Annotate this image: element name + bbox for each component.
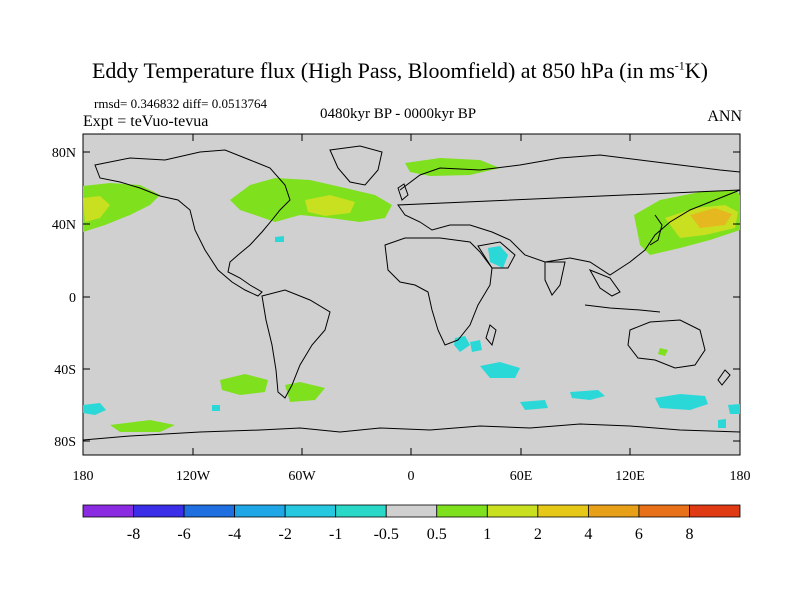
rmsd-stats: rmsd= 0.346832 diff= 0.0513764 (94, 96, 267, 111)
colorbar: -8 -6 -4 -2 -1 -0.5 0.5 1 2 4 6 8 (82, 504, 741, 543)
colorbar-label: 8 (685, 526, 693, 543)
x-tick-label: 120W (176, 469, 211, 484)
x-tick-label: 180 (73, 469, 94, 484)
colorbar-label: 4 (584, 526, 592, 543)
colorbar-swatch (133, 504, 185, 518)
colorbar-label: -6 (177, 526, 190, 543)
colorbar-label: -0.5 (374, 526, 399, 543)
colorbar-swatch (183, 504, 236, 518)
colorbar-swatch (385, 504, 438, 518)
colorbar-swatch (436, 504, 488, 518)
colorbar-label: 6 (635, 526, 643, 543)
period-label: 0480kyr BP - 0000kyr BP (320, 106, 477, 122)
positive-anomalies (83, 158, 740, 432)
y-tick-label: 0 (69, 291, 76, 306)
colorbar-swatch (638, 504, 690, 518)
experiment-label: Expt = teVuo-tevua (83, 113, 209, 130)
x-tick-label: 60E (510, 469, 533, 484)
chart-title: Eddy Temperature flux (High Pass, Bloomf… (91, 58, 708, 83)
map-background (82, 133, 741, 456)
coastlines (82, 145, 741, 441)
colorbar-swatch (587, 504, 640, 518)
colorbar-label: -1 (329, 526, 342, 543)
y-tick-label: 40S (54, 363, 76, 378)
x-axis-ticks (82, 134, 741, 455)
colorbar-swatch (689, 504, 741, 518)
season-label: ANN (707, 108, 742, 125)
colorbar-swatch (486, 504, 539, 518)
colorbar-swatch (335, 504, 387, 518)
x-tick-label: 0 (408, 469, 415, 484)
colorbar-label: -4 (228, 526, 241, 543)
colorbar-swatch (284, 504, 337, 518)
x-tick-label: 180 (730, 469, 751, 484)
y-axis-ticks (83, 151, 740, 442)
x-tick-label: 60W (288, 469, 316, 484)
colorbar-label: 0.5 (427, 526, 447, 543)
colorbar-label: -2 (278, 526, 291, 543)
colorbar-swatch (234, 504, 286, 518)
colorbar-label: 2 (534, 526, 542, 543)
y-tick-label: 40N (52, 218, 76, 233)
colorbar-label: 1 (483, 526, 491, 543)
y-tick-label: 80N (52, 146, 76, 161)
y-tick-label: 80S (54, 435, 76, 450)
colorbar-swatch (82, 504, 134, 518)
x-tick-label: 120E (615, 469, 645, 484)
colorbar-label: -8 (127, 526, 140, 543)
colorbar-swatch (537, 504, 589, 518)
